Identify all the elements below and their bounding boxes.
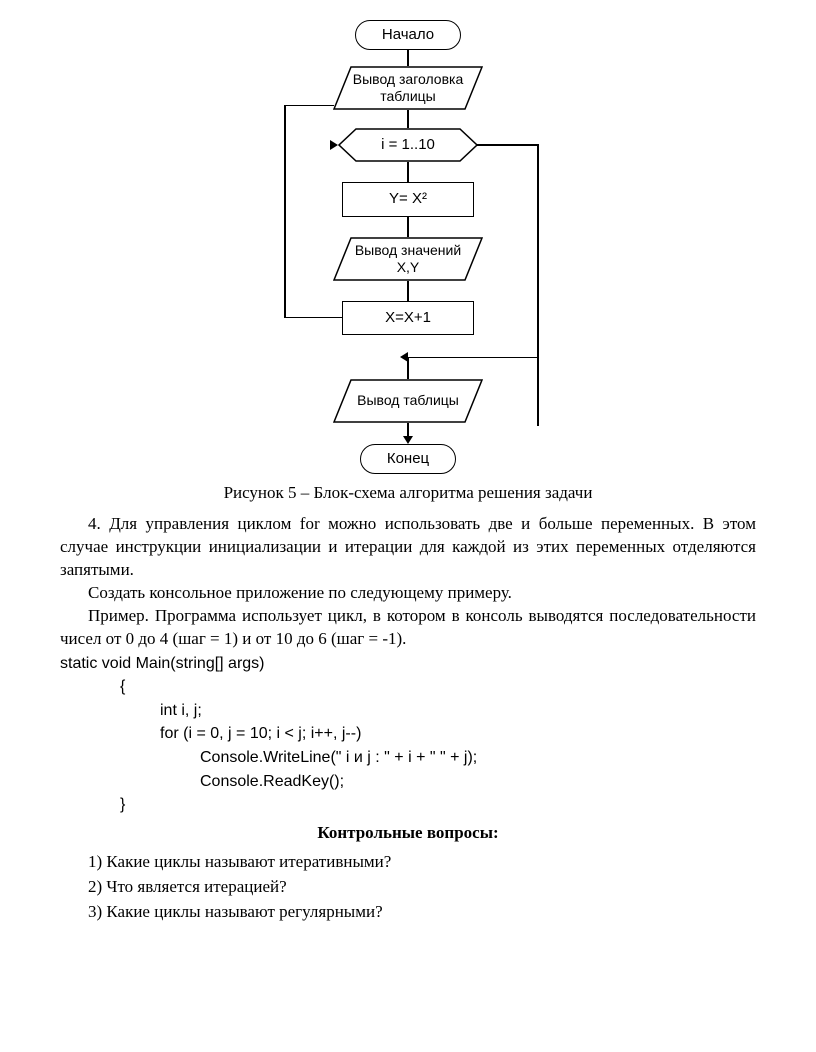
loop-hexagon: i = 1..10: [338, 128, 478, 162]
code-line: {: [120, 676, 756, 698]
question-1: 1) Какие циклы называют итеративными?: [88, 851, 756, 874]
process-increment: X=X+1: [342, 301, 474, 335]
questions-heading: Контрольные вопросы:: [60, 822, 756, 845]
code-line: for (i = 0, j = 10; i < j; i++, j--): [160, 723, 756, 745]
code-line: Console.ReadKey();: [200, 771, 756, 793]
question-3: 3) Какие циклы называют регулярными?: [88, 901, 756, 924]
paragraph-example: Пример. Программа использует цикл, в кот…: [60, 605, 756, 651]
flowchart: Начало Вывод заголовка таблицы i = 1..10…: [238, 20, 578, 474]
io-values: Вывод значений X,Y: [333, 237, 483, 281]
code-line: static void Main(string[] args): [60, 653, 756, 675]
paragraph-create: Создать консольное приложение по следующ…: [60, 582, 756, 605]
process-calc: Y= X²: [342, 182, 474, 216]
figure-caption: Рисунок 5 – Блок-схема алгоритма решения…: [60, 482, 756, 505]
code-line: int i, j;: [160, 700, 756, 722]
code-line: Console.WriteLine(" i и j : " + i + " " …: [200, 747, 756, 769]
code-line: }: [120, 794, 756, 816]
io-header: Вывод заголовка таблицы: [333, 66, 483, 110]
question-2: 2) Что является итерацией?: [88, 876, 756, 899]
end-terminal: Конец: [360, 444, 456, 474]
io-table: Вывод таблицы: [333, 379, 483, 423]
paragraph-4: 4. Для управления циклом for можно испол…: [60, 513, 756, 582]
start-terminal: Начало: [355, 20, 461, 50]
